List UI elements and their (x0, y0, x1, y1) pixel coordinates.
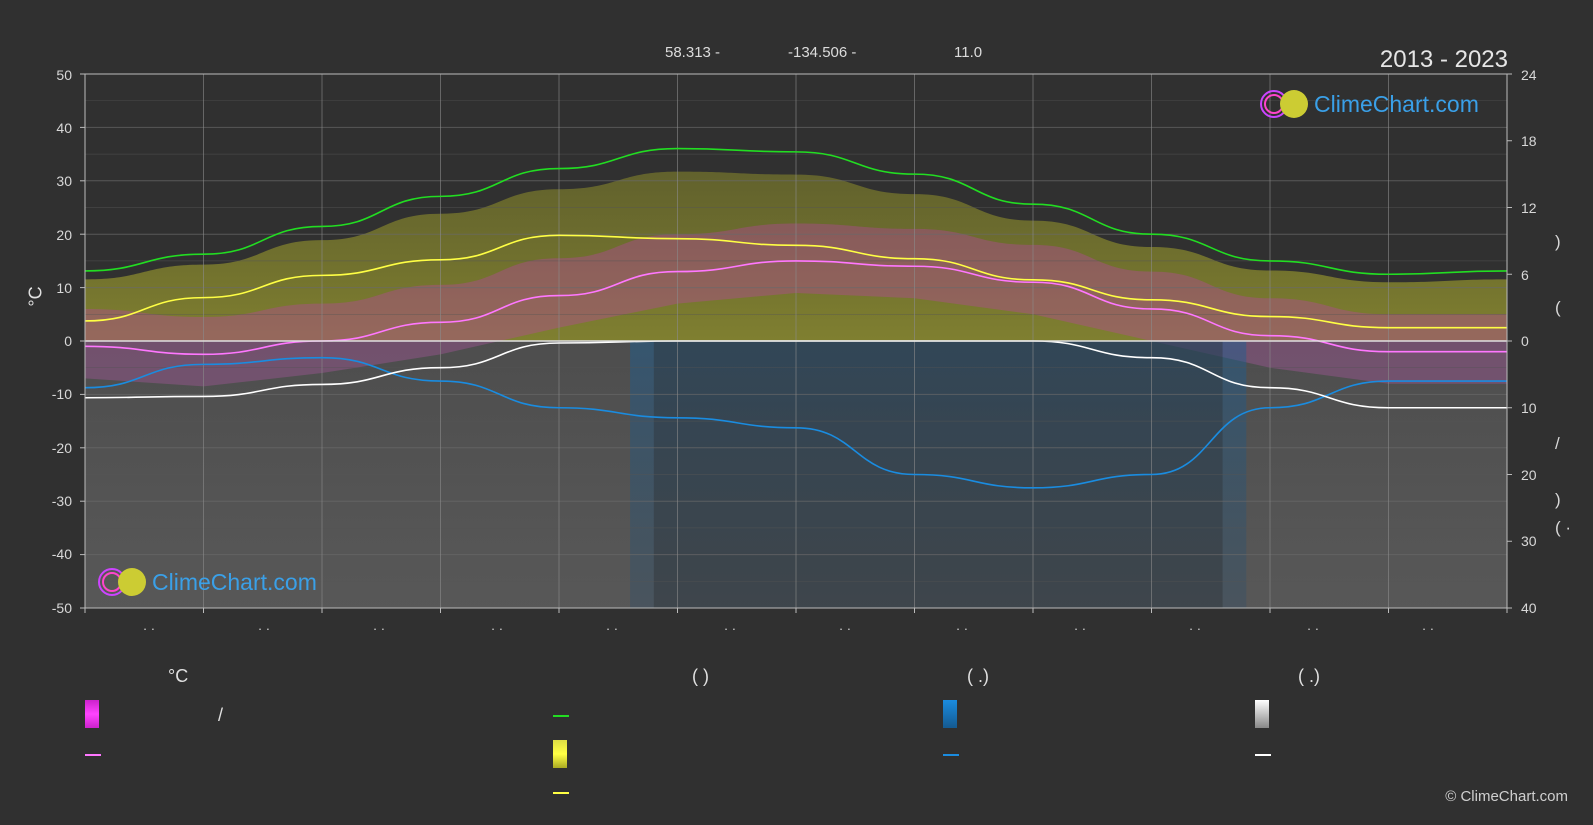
x-tick-10: · · (1188, 621, 1202, 636)
daylight-line (84, 147, 1508, 276)
y-tick-minus10: -10 (51, 386, 72, 402)
right-tick-12: 12 (1521, 200, 1537, 216)
y-tick-10: 10 (56, 280, 72, 296)
x-tick-8: · · (955, 621, 969, 636)
y-tick-minus30: -30 (51, 493, 72, 509)
right-axis-fragment-3: / (1555, 434, 1560, 453)
sunshine-line (84, 234, 1507, 329)
y-tick-40: 40 (56, 120, 72, 136)
x-tick-11: · · (1306, 621, 1320, 636)
x-tick-5: · · (605, 621, 619, 636)
logo-text: ClimeChart.com (152, 568, 317, 595)
logo-bottom-left[interactable]: ClimeChart.com (96, 566, 317, 598)
x-tick-3: · · (372, 621, 386, 636)
legend-sunshine-line (553, 792, 569, 794)
legend-rain-line (943, 754, 959, 756)
right-tick-40: 40 (1521, 600, 1537, 616)
legend-temp-head: °C (168, 666, 189, 686)
period-title: 2013 - 2023 (1379, 46, 1508, 73)
rain-line (84, 356, 1507, 489)
right-tick-6: 6 (1521, 267, 1529, 283)
right-tick-20: 20 (1521, 467, 1537, 483)
x-tick-1: · · (142, 621, 156, 636)
copyright-text[interactable]: © ClimeChart.com (1445, 788, 1568, 805)
y-tick-minus40: -40 (51, 546, 72, 562)
climechart-logo-icon (98, 568, 146, 596)
climate-chart (80, 73, 1512, 613)
legend-snow-head: ( .) (1298, 666, 1320, 686)
legend-temp-range-swatch (85, 700, 99, 728)
y-tick-0: 0 (64, 333, 72, 349)
right-axis-fragment-2: ( (1555, 298, 1561, 317)
x-tick-2: · · (257, 621, 271, 636)
right-tick-0: 0 (1521, 333, 1529, 349)
right-tick-18: 18 (1521, 133, 1537, 149)
right-tick-24: 24 (1521, 67, 1537, 83)
x-tick-6: · · (723, 621, 737, 636)
legend-sunshine-swatch (553, 740, 567, 768)
longitude-text: -134.506 - (788, 44, 857, 61)
legend-rain-swatch (943, 700, 957, 728)
x-tick-9: · · (1073, 621, 1087, 636)
legend-daylight-line (553, 715, 569, 717)
legend-temp-mean-line (85, 754, 101, 756)
latitude-text: 58.313 - (665, 44, 721, 61)
right-axis-fragment-4: ) (1555, 490, 1561, 509)
elevation-text: 11.0 (954, 44, 983, 61)
y-tick-20: 20 (56, 227, 72, 243)
x-tick-4: · · (490, 621, 504, 636)
y-tick-30: 30 (56, 173, 72, 189)
legend-temp-range-sep: / (218, 705, 224, 725)
right-axis-fragment-1: ) (1555, 232, 1561, 251)
climechart-logo-icon (1260, 90, 1308, 118)
logo-text: ClimeChart.com (1314, 90, 1479, 117)
legend-snow-line (1255, 754, 1271, 756)
right-tick-10: 10 (1521, 400, 1537, 416)
y-tick-minus20: -20 (51, 440, 72, 456)
legend-sun-head: ( ) (692, 666, 709, 686)
right-tick-30: 30 (1521, 533, 1537, 549)
right-axis-fragment-5: ( · (1555, 518, 1572, 537)
x-tick-12: · · (1421, 621, 1435, 636)
legend-snow-swatch (1255, 700, 1269, 728)
x-tick-7: · · (838, 621, 852, 636)
y-tick-minus50: -50 (51, 600, 72, 616)
logo-top-right[interactable]: ClimeChart.com (1258, 88, 1479, 120)
y-tick-50: 50 (56, 67, 72, 83)
legend-rain-head: ( .) (967, 666, 989, 686)
